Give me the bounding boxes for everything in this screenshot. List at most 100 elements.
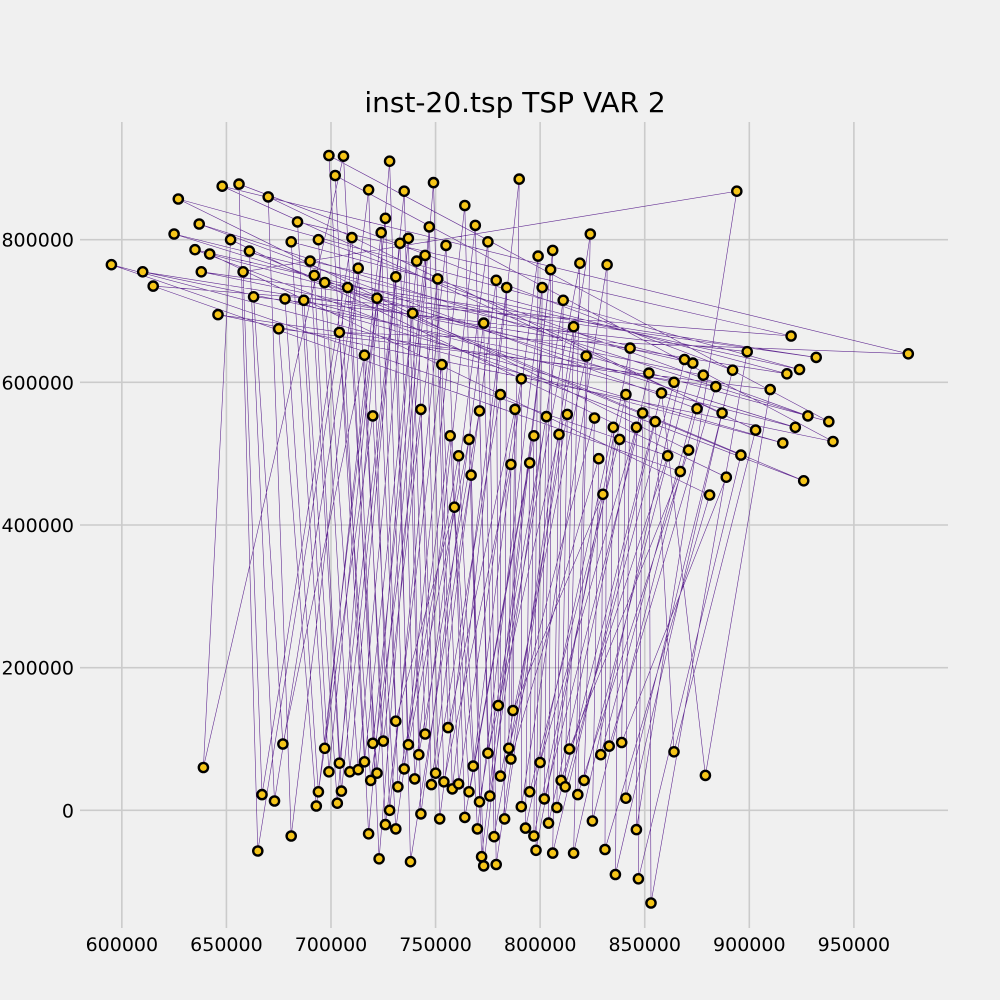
city-point (609, 868, 622, 881)
city-point (247, 290, 260, 303)
city-point (482, 235, 494, 248)
city-point (147, 280, 159, 292)
city-point (710, 380, 722, 393)
city-point (458, 811, 471, 824)
city-point (333, 757, 346, 770)
city-point (473, 796, 486, 808)
x-tick-label: 850000 (608, 934, 681, 956)
city-point (291, 216, 304, 228)
y-tick-label: 600000 (1, 372, 74, 394)
city-point (515, 800, 528, 813)
city-point (136, 265, 149, 278)
city-point (366, 410, 379, 422)
city-point (536, 281, 549, 294)
city-point (559, 781, 572, 793)
tour-path (111, 154, 909, 904)
city-point (402, 232, 415, 245)
city-point (389, 823, 402, 835)
city-point (419, 728, 431, 740)
city-point (404, 855, 417, 868)
city-point (553, 428, 565, 441)
city-point (703, 489, 716, 501)
city-point (580, 350, 593, 362)
city-point (389, 715, 402, 728)
city-point (599, 843, 611, 856)
city-point (318, 276, 331, 289)
city-point (389, 270, 402, 283)
city-point (383, 804, 396, 817)
city-point (620, 388, 632, 401)
city-point (304, 255, 316, 267)
city-point (528, 830, 540, 842)
city-point (515, 372, 528, 385)
city-point (494, 770, 507, 782)
city-point (551, 801, 563, 814)
city-point (586, 815, 599, 827)
city-point (498, 813, 511, 825)
city-point (310, 800, 323, 812)
city-point (465, 469, 477, 481)
city-point (572, 788, 584, 801)
city-point (375, 226, 388, 239)
city-point (699, 769, 712, 782)
city-point (532, 250, 544, 262)
city-point (469, 219, 482, 232)
city-point (473, 405, 486, 417)
city-point (463, 786, 475, 798)
city-point (645, 897, 657, 909)
city-point (523, 457, 536, 469)
city-point (237, 265, 249, 278)
city-point (509, 403, 521, 416)
city-point (588, 412, 601, 424)
city-point (452, 778, 465, 790)
city-point (741, 345, 754, 358)
city-point (494, 388, 507, 401)
city-point (212, 308, 224, 321)
city-point (574, 257, 586, 270)
city-point (410, 255, 423, 267)
city-point (297, 294, 310, 307)
city-points (105, 149, 915, 909)
city-point (613, 433, 626, 446)
city-point (452, 449, 465, 462)
city-point (362, 828, 375, 840)
city-point (802, 410, 814, 422)
city-point (431, 273, 444, 285)
city-point (632, 873, 645, 885)
city-point (661, 449, 674, 462)
city-point (312, 233, 325, 246)
city-point (467, 760, 480, 772)
city-point (318, 742, 331, 755)
city-point (438, 776, 450, 788)
city-point (482, 747, 494, 760)
city-point (484, 790, 496, 802)
tick-labels: 600000 650000 700000 750000 800000 850000 9000… (1, 230, 890, 956)
city-point (285, 830, 298, 842)
city-point (528, 429, 540, 442)
x-tick-label: 900000 (713, 934, 786, 956)
city-point (682, 444, 695, 456)
city-point (630, 823, 643, 836)
city-point (488, 830, 500, 843)
city-point (749, 424, 762, 436)
city-point (492, 699, 505, 712)
city-point (448, 501, 461, 514)
city-point (655, 387, 668, 399)
city-point (636, 407, 649, 419)
city-point (168, 228, 180, 240)
city-point (649, 415, 662, 428)
city-point (251, 845, 264, 857)
city-point (444, 429, 457, 442)
city-point (624, 342, 636, 354)
city-point (827, 435, 839, 448)
city-point (687, 357, 699, 369)
city-point (323, 766, 335, 778)
city-point (394, 237, 406, 250)
city-point (358, 349, 371, 362)
city-point (823, 415, 835, 428)
city-point (797, 474, 810, 487)
city-point (172, 193, 185, 205)
city-point (423, 221, 436, 233)
city-point (764, 383, 777, 396)
city-point (561, 408, 574, 421)
